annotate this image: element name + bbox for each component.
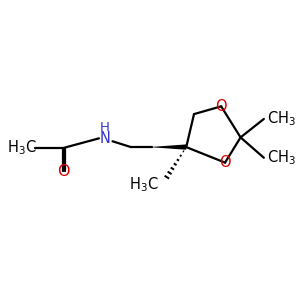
Text: H$_3$C: H$_3$C (130, 176, 159, 194)
Text: O: O (57, 164, 69, 179)
Text: CH$_3$: CH$_3$ (267, 110, 296, 128)
Text: N: N (99, 131, 110, 146)
Text: H: H (100, 121, 110, 134)
Text: O: O (219, 155, 231, 170)
Text: O: O (215, 99, 227, 114)
Polygon shape (152, 144, 186, 150)
Text: CH$_3$: CH$_3$ (267, 148, 296, 167)
Text: H$_3$C: H$_3$C (7, 139, 36, 158)
